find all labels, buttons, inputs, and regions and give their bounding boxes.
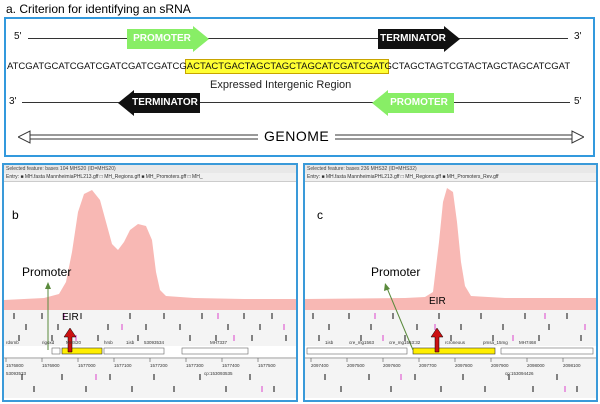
panel-c-tracks bbox=[305, 188, 596, 398]
panel-a-title: a. Criterion for identifying an sRNA bbox=[6, 2, 191, 16]
panel-c-gene-label: rcroneous bbox=[445, 340, 466, 345]
eir-caption: Expressed Intergenic Region bbox=[210, 79, 352, 91]
top-terminator-arrow bbox=[378, 26, 460, 52]
panel-b-entry-bar: Entry: ■ MH.fasta MannheimiaPHL213.gff □… bbox=[4, 173, 296, 182]
panel-c-genome-browser: Selected feature: bases 236 MHS32 (ID=MH… bbox=[303, 163, 598, 402]
panel-c-coord: 2098100 bbox=[563, 363, 581, 368]
panel-c-gene-label: cre_mg1563:32 bbox=[389, 340, 421, 345]
panel-b-gene-label: 53093534 bbox=[144, 340, 165, 345]
bottom-strand-line bbox=[22, 102, 570, 103]
panel-b-gene-label: MH7337 bbox=[210, 340, 228, 345]
panel-c-coord: 2097500 bbox=[347, 363, 365, 368]
panel-b-gene-label: MHS20 bbox=[66, 340, 82, 345]
panel-b-bottom-label: cp:153093535 bbox=[204, 371, 233, 376]
panel-c-coord: 2097700 bbox=[419, 363, 437, 368]
panel-c-coord: 2097400 bbox=[311, 363, 329, 368]
panel-c-promoter-label: Promoter bbox=[371, 265, 421, 279]
panel-b-coord: 1576800 bbox=[6, 363, 24, 368]
panel-b-gene-label: rdsrnb bbox=[6, 340, 19, 345]
panel-b-coord: 1577000 bbox=[78, 363, 96, 368]
top-promoter-arrow bbox=[127, 26, 209, 52]
panel-c-feature-bar: Selected feature: bases 236 MHS32 (ID=MH… bbox=[305, 165, 596, 173]
panel-c-letter: c bbox=[317, 208, 323, 222]
panel-c-coord: 2097600 bbox=[383, 363, 401, 368]
panel-b-genome-browser: Selected feature: bases 104 MHS20 (ID=MH… bbox=[2, 163, 298, 402]
panel-b-coord: 1576900 bbox=[42, 363, 60, 368]
panel-c-gene-label: pmsa_15mg bbox=[483, 340, 508, 345]
panel-b-tracks bbox=[4, 190, 296, 398]
top-promoter-label: PROMOTER bbox=[133, 33, 191, 44]
panel-b-promoter-label: Promoter bbox=[22, 265, 72, 279]
panel-c-bottom-label: cp:153094426 bbox=[505, 371, 534, 376]
panel-c-coord: 2098000 bbox=[527, 363, 545, 368]
panel-a-frame bbox=[4, 17, 595, 157]
panel-b-coord: 1577200 bbox=[150, 363, 168, 368]
panel-b-letter: b bbox=[12, 208, 19, 222]
genome-label: GENOME bbox=[258, 128, 336, 144]
panel-c-gene-label: cre_mg1563 bbox=[349, 340, 375, 345]
panel-c-gene-label: 1isb bbox=[325, 340, 334, 345]
bottom-promoter-label: PROMOTER bbox=[390, 97, 448, 108]
panel-c-gene-label: MH7468 bbox=[519, 340, 537, 345]
panel-c-coord: 2097900 bbox=[491, 363, 509, 368]
panel-b-feature-bar: Selected feature: bases 104 MHS20 (ID=MH… bbox=[4, 165, 296, 173]
panel-b-coord: 1577100 bbox=[114, 363, 132, 368]
bottom-strand-3prime: 3' bbox=[9, 96, 17, 107]
panel-b-eir-label: EIR bbox=[62, 312, 79, 323]
dna-sequence: ATCGATGCATCGATCGATCGATCGATCGACTACTGACTAG… bbox=[7, 61, 571, 72]
top-strand-5prime: 5' bbox=[14, 31, 22, 42]
top-strand-line bbox=[28, 38, 568, 39]
eir-highlight-box bbox=[185, 59, 389, 74]
panel-c-coord: 2097800 bbox=[455, 363, 473, 368]
panel-b-coord: 1577400 bbox=[222, 363, 240, 368]
panel-b-coord: 1577300 bbox=[186, 363, 204, 368]
panel-b-gene-label: hrsb bbox=[104, 340, 113, 345]
top-terminator-label: TERMINATOR bbox=[380, 33, 446, 44]
bottom-terminator-arrow bbox=[118, 90, 200, 116]
panel-c-entry-bar: Entry: ■ MH.fasta MannheimiaPHL213.gff □… bbox=[305, 173, 596, 182]
bottom-strand-5prime: 5' bbox=[574, 96, 582, 107]
bottom-terminator-label: TERMINATOR bbox=[132, 97, 198, 108]
panel-b-bottom-label: 53093533 bbox=[6, 371, 27, 376]
panel-b-coord: 1577500 bbox=[258, 363, 276, 368]
bottom-promoter-arrow bbox=[372, 90, 454, 116]
panel-c-eir-label: EIR bbox=[429, 296, 446, 307]
panel-b-gene-label: 1isb bbox=[126, 340, 135, 345]
top-strand-3prime: 3' bbox=[574, 31, 582, 42]
panel-b-gene-label: rigoxd bbox=[42, 340, 55, 345]
